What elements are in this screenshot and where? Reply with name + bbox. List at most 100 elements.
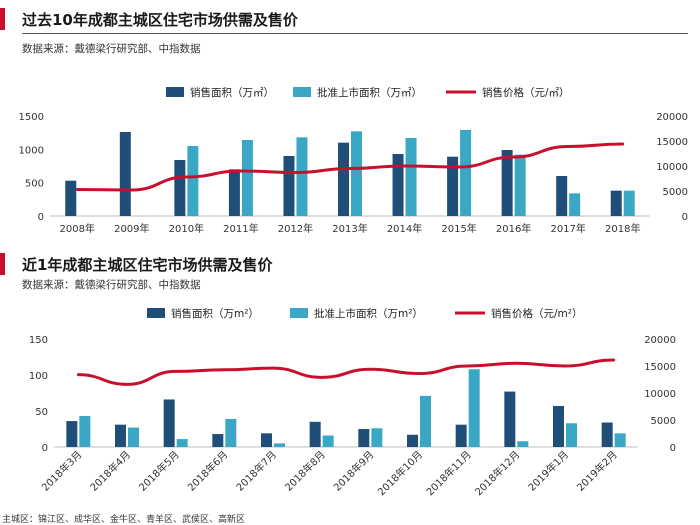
y-left-tick-label: 0	[42, 443, 48, 454]
legend-swatch-approved-area	[290, 308, 308, 318]
x-tick-label: 2019年2月	[574, 448, 620, 494]
chart2-title: 近1年成都主城区住宅市场供需及售价	[22, 256, 273, 274]
legend-label-price: 销售价格（元/㎡）	[482, 86, 570, 99]
bar-approved-area	[322, 435, 334, 447]
bar-approved-area	[420, 395, 431, 447]
legend-label-sales-area: 销售面积（万㎡）	[190, 86, 274, 99]
bar-approved-area	[296, 137, 308, 216]
x-tick-label: 2014年	[387, 222, 422, 235]
y-right-tick-label: 15000	[656, 137, 688, 148]
bar-sales-area	[66, 421, 78, 447]
chart1-title: 过去10年成都主城区住宅市场供需及售价	[22, 11, 298, 29]
y-right-tick-label: 20000	[644, 335, 676, 346]
bar-sales-area	[553, 405, 564, 447]
bar-sales-area	[119, 132, 131, 216]
bar-approved-area	[569, 193, 581, 216]
bar-sales-area	[212, 434, 224, 447]
chart1-source: 数据来源：戴德梁行研究部、中指数据	[22, 43, 201, 55]
y-left-tick-label: 500	[25, 179, 44, 190]
bar-approved-area	[187, 146, 199, 216]
x-tick-label: 2016年	[496, 222, 531, 235]
bar-sales-area	[65, 180, 77, 216]
y-right-tick-label: 10000	[656, 162, 688, 173]
x-tick-label: 2018年9月	[331, 448, 377, 494]
y-left-tick-label: 50	[35, 407, 48, 418]
chart1-canvas: 销售面积（万㎡） 批准上市面积（万㎡） 销售价格（元/㎡）0500100015000…	[19, 86, 688, 235]
bar-approved-area	[176, 439, 188, 447]
chart2-source: 数据来源：戴德梁行研究部、中指数据	[22, 279, 201, 291]
y-right-tick-label: 10000	[644, 389, 676, 400]
bar-sales-area	[601, 422, 613, 447]
x-tick-label: 2018年6月	[185, 448, 231, 494]
y-right-tick-label: 15000	[644, 362, 676, 373]
x-tick-label: 2008年	[60, 222, 95, 235]
legend-swatch-sales-area	[147, 308, 165, 318]
legend-label-approved-area: 批准上市面积（万m²）	[314, 307, 423, 320]
bar-sales-area	[407, 434, 418, 447]
x-tick-label: 2018年7月	[233, 448, 279, 494]
bar-sales-area	[447, 156, 459, 216]
bar-approved-area	[241, 140, 253, 216]
y-left-tick-label: 1000	[19, 145, 44, 156]
legend-swatch-sales-area	[166, 87, 184, 97]
legend-label-approved-area: 批准上市面积（万㎡）	[317, 86, 422, 99]
bar-approved-area	[460, 130, 472, 216]
title-underline	[22, 33, 688, 34]
bar-approved-area	[623, 190, 635, 216]
legend-swatch-approved-area	[293, 87, 311, 97]
bar-approved-area	[225, 418, 237, 447]
bar-sales-area	[504, 391, 516, 447]
title-accent-bar	[0, 8, 5, 30]
bar-sales-area	[338, 142, 349, 216]
bar-approved-area	[274, 443, 285, 447]
bar-sales-area	[309, 421, 321, 447]
bar-sales-area	[115, 424, 126, 447]
y-right-tick-label: 5000	[663, 187, 688, 198]
x-tick-label: 2019年1月	[525, 448, 571, 494]
y-right-tick-label: 0	[682, 212, 688, 223]
bar-sales-area	[610, 190, 622, 216]
legend-label-price: 销售价格（元/m²）	[491, 307, 582, 320]
y-left-tick-label: 150	[29, 335, 48, 346]
y-left-tick-label: 100	[29, 371, 48, 382]
bar-approved-area	[614, 433, 626, 447]
x-tick-label: 2017年	[550, 222, 585, 235]
bar-approved-area	[79, 416, 91, 447]
line-price	[75, 142, 625, 192]
bar-approved-area	[128, 427, 139, 447]
bar-sales-area	[392, 154, 404, 216]
bar-approved-area	[371, 428, 383, 447]
bar-approved-area	[517, 441, 529, 447]
y-left-tick-label: 0	[38, 212, 44, 223]
x-tick-label: 2012年	[278, 222, 313, 235]
bar-sales-area	[174, 160, 186, 216]
bar-sales-area	[556, 176, 568, 216]
bar-approved-area	[405, 138, 417, 216]
y-right-tick-label: 0	[670, 443, 676, 454]
y-left-tick-label: 1500	[19, 112, 44, 123]
x-tick-label: 2013年	[332, 222, 367, 235]
title-accent-bar	[0, 253, 5, 275]
x-tick-label: 2018年8月	[282, 448, 328, 494]
x-tick-label: 2011年	[223, 222, 258, 235]
legend-label-sales-area: 销售面积（万m²）	[171, 307, 259, 320]
bar-approved-area	[566, 423, 577, 447]
x-tick-label: 2018年4月	[87, 448, 133, 494]
x-tick-label: 2015年	[441, 222, 476, 235]
x-tick-label: 2018年5月	[136, 448, 182, 494]
x-tick-label: 2018年3月	[39, 448, 85, 494]
x-tick-label: 2018年10月	[375, 448, 425, 498]
x-tick-label: 2018年	[605, 222, 640, 235]
bar-sales-area	[501, 150, 513, 216]
bar-approved-area	[468, 369, 480, 447]
bar-sales-area	[163, 399, 175, 447]
x-tick-label: 2018年11月	[423, 448, 473, 498]
x-tick-label: 2018年12月	[472, 448, 522, 498]
y-right-tick-label: 20000	[656, 112, 688, 123]
line-price	[76, 358, 616, 386]
bar-approved-area	[351, 131, 362, 216]
bar-sales-area	[261, 433, 272, 447]
y-right-tick-label: 5000	[651, 416, 676, 427]
bar-sales-area	[283, 156, 295, 216]
